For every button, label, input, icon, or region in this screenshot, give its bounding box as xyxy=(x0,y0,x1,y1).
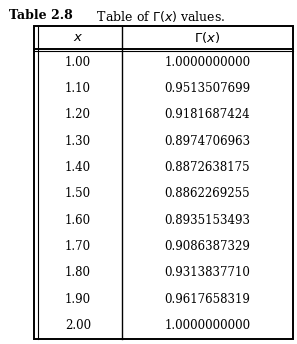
Text: 1.70: 1.70 xyxy=(65,240,91,253)
Text: 1.30: 1.30 xyxy=(65,135,91,148)
Text: $\Gamma(x)$: $\Gamma(x)$ xyxy=(194,30,220,45)
Text: 0.8862269255: 0.8862269255 xyxy=(165,187,250,201)
Text: 1.0000000000: 1.0000000000 xyxy=(164,319,250,332)
Text: 0.9617658319: 0.9617658319 xyxy=(164,293,250,306)
Text: Table of $\Gamma(x)$ values.: Table of $\Gamma(x)$ values. xyxy=(85,9,225,24)
Text: 1.90: 1.90 xyxy=(65,293,91,306)
Text: 0.9086387329: 0.9086387329 xyxy=(164,240,250,253)
Text: $x$: $x$ xyxy=(73,31,83,44)
Text: 1.20: 1.20 xyxy=(65,108,91,121)
Text: Table 2.8: Table 2.8 xyxy=(9,9,73,22)
Text: 1.0000000000: 1.0000000000 xyxy=(164,56,250,69)
Bar xyxy=(34,26,293,339)
Text: 0.8974706963: 0.8974706963 xyxy=(164,135,250,148)
Text: 1.40: 1.40 xyxy=(65,161,91,174)
Text: 1.00: 1.00 xyxy=(65,56,91,69)
Text: 0.8935153493: 0.8935153493 xyxy=(164,214,250,227)
Text: 0.8872638175: 0.8872638175 xyxy=(165,161,250,174)
Text: 1.10: 1.10 xyxy=(65,82,91,95)
Text: 1.60: 1.60 xyxy=(65,214,91,227)
Text: 0.9181687424: 0.9181687424 xyxy=(165,108,250,121)
Text: 0.9313837710: 0.9313837710 xyxy=(164,267,250,279)
Text: 0.9513507699: 0.9513507699 xyxy=(164,82,250,95)
Text: 2.00: 2.00 xyxy=(65,319,91,332)
Text: 1.80: 1.80 xyxy=(65,267,91,279)
Text: 1.50: 1.50 xyxy=(65,187,91,201)
